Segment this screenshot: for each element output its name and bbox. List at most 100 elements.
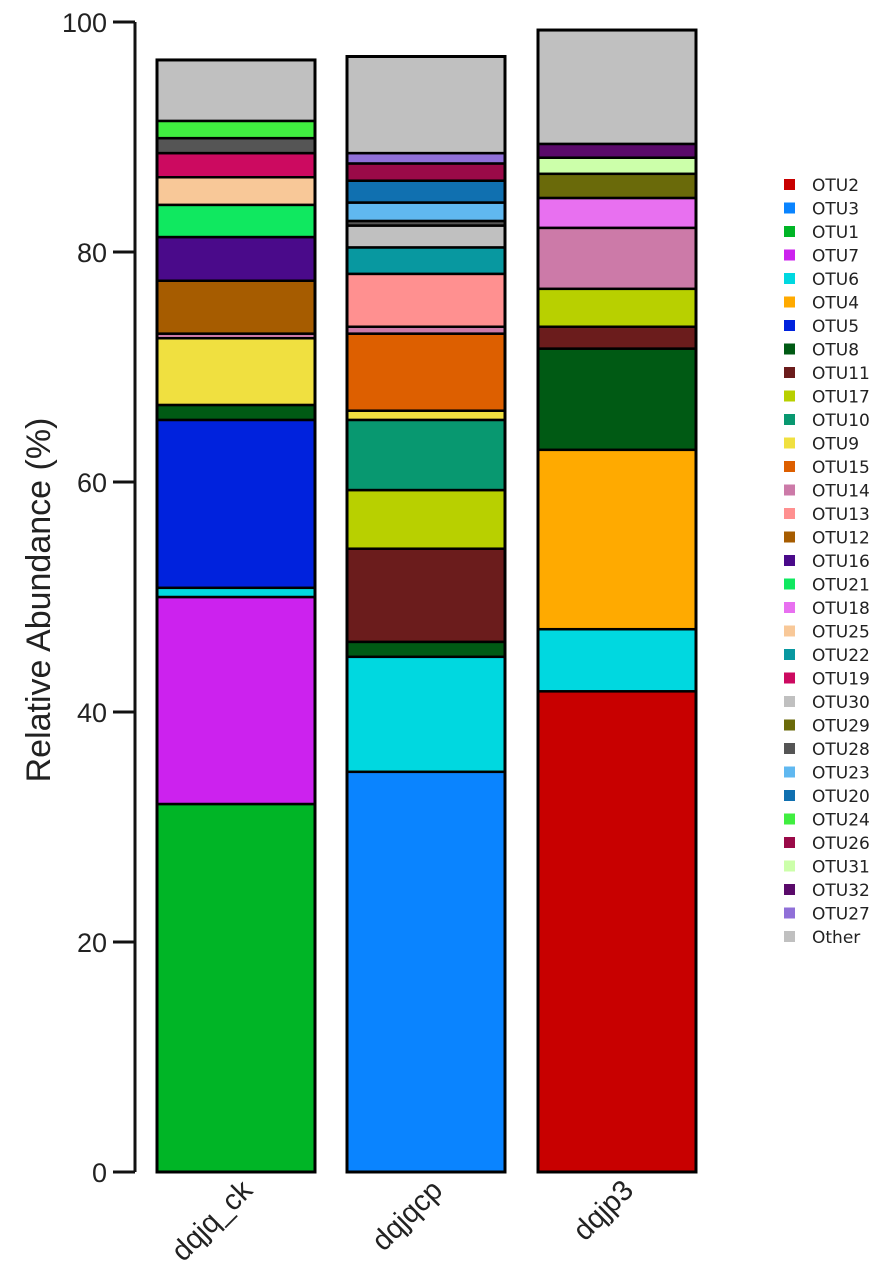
bars: [155, 28, 698, 1174]
legend-swatch: [784, 437, 795, 449]
y-axis: 0 20 40 60 80 100: [62, 8, 137, 1188]
bar-segment-otu8: [345, 640, 507, 659]
bar-stack-dqjp3: [536, 28, 698, 1174]
legend-label: OTU14: [812, 482, 870, 502]
legend-item: OTU4: [784, 294, 859, 314]
y-tick-label: 60: [77, 468, 107, 498]
legend-item: OTU12: [784, 529, 870, 549]
legend-swatch: [784, 179, 795, 190]
bar-outline: [155, 58, 317, 1174]
legend-label: OTU21: [812, 576, 870, 596]
legend-swatch: [784, 649, 795, 660]
legend-item: OTU22: [784, 646, 870, 666]
bar-segment-other: [536, 28, 698, 146]
legend-label: OTU27: [812, 905, 870, 925]
x-category-label: dqjqcp: [366, 1174, 449, 1257]
bar-segment-otu27: [345, 151, 507, 165]
legend-label: OTU32: [812, 881, 870, 901]
bar-segment-otu9: [345, 409, 507, 422]
bar-segment-otu25: [155, 176, 317, 207]
legend-label: OTU1: [812, 223, 859, 243]
legend-item: OTU16: [784, 552, 870, 572]
bar-segment-otu6: [536, 627, 698, 693]
bar-segment-otu7: [155, 595, 317, 806]
bar-segment-otu32: [536, 142, 698, 159]
legend-swatch: [784, 602, 795, 613]
bar-segment-otu23: [345, 201, 507, 223]
legend-item: OTU21: [784, 576, 870, 596]
legend-swatch: [784, 931, 795, 942]
bar-segment-otu8: [536, 347, 698, 452]
legend-label: OTU25: [812, 623, 870, 643]
legend-item: OTU19: [784, 670, 870, 690]
legend-item: OTU27: [784, 905, 870, 925]
bar-segment-otu17: [345, 488, 507, 550]
bar-outline: [536, 28, 698, 1174]
legend-swatch: [784, 884, 795, 895]
legend-label: OTU28: [812, 740, 870, 760]
legend-item: OTU14: [784, 482, 870, 502]
legend-item: OTU18: [784, 599, 870, 619]
legend-label: OTU5: [812, 317, 859, 337]
legend-swatch: [784, 837, 795, 848]
legend-label: OTU29: [812, 717, 870, 737]
legend-swatch: [784, 625, 795, 637]
legend-label: OTU2: [812, 176, 859, 196]
legend-item: OTU15: [784, 458, 870, 478]
y-axis-title: Relative Abundance (%): [20, 418, 58, 783]
legend-item: OTU26: [784, 834, 870, 854]
x-category-label: dqjp3: [567, 1174, 640, 1247]
bar-segment-otu20: [345, 179, 507, 204]
legend-label: OTU22: [812, 646, 870, 666]
legend-swatch: [784, 320, 795, 331]
bar-segment-otu16: [155, 235, 317, 283]
legend-item: Other: [784, 928, 860, 948]
legend-swatch: [784, 790, 795, 801]
x-category-label: dqjq_ck: [166, 1174, 260, 1268]
legend-swatch: [784, 907, 795, 919]
legend-item: OTU1: [784, 223, 859, 243]
legend-swatch: [784, 296, 795, 308]
legend-swatch: [784, 696, 795, 707]
legend-swatch: [784, 508, 795, 519]
bar-segment-otu15: [345, 332, 507, 412]
legend-label: OTU4: [812, 294, 859, 314]
bar-segment-otu24: [155, 119, 317, 140]
bar-segment-otu4: [536, 448, 698, 631]
legend-item: OTU32: [784, 881, 870, 901]
legend-swatch: [784, 860, 795, 872]
legend-label: OTU30: [812, 693, 870, 713]
legend-label: OTU17: [812, 388, 870, 408]
legend-item: OTU3: [784, 200, 859, 220]
y-tick-label: 100: [62, 8, 107, 38]
bar-segment-otu12: [155, 279, 317, 335]
legend-item: OTU10: [784, 411, 870, 431]
legend-item: OTU7: [784, 247, 859, 267]
legend-item: OTU29: [784, 717, 870, 737]
bar-segment-otu11: [345, 547, 507, 644]
legend-swatch: [784, 202, 795, 214]
legend-label: OTU20: [812, 787, 870, 807]
legend-swatch: [784, 249, 795, 261]
bar-segment-otu22: [345, 246, 507, 276]
bar-segment-otu19: [155, 151, 317, 179]
bar-segment-otu14: [536, 226, 698, 291]
bar-segment-otu1: [155, 802, 317, 1174]
bar-segment-other: [345, 55, 507, 155]
legend-label: OTU12: [812, 529, 870, 549]
legend-swatch: [784, 743, 795, 754]
bar-stack-dqjq_ck: [155, 58, 317, 1174]
legend-label: OTU9: [812, 435, 859, 455]
bar-segment-otu13: [345, 272, 507, 329]
bar-segment-otu18: [536, 196, 698, 230]
legend-swatch: [784, 555, 795, 566]
bar-segment-otu10: [345, 418, 507, 492]
legend-item: OTU24: [784, 811, 870, 831]
bar-segment-otu17: [536, 287, 698, 328]
legend-label: OTU18: [812, 599, 870, 619]
legend-item: OTU2: [784, 176, 859, 196]
legend-label: OTU11: [812, 364, 870, 384]
legend-label: OTU10: [812, 411, 870, 431]
legend-swatch: [784, 226, 795, 237]
legend-swatch: [784, 414, 795, 425]
